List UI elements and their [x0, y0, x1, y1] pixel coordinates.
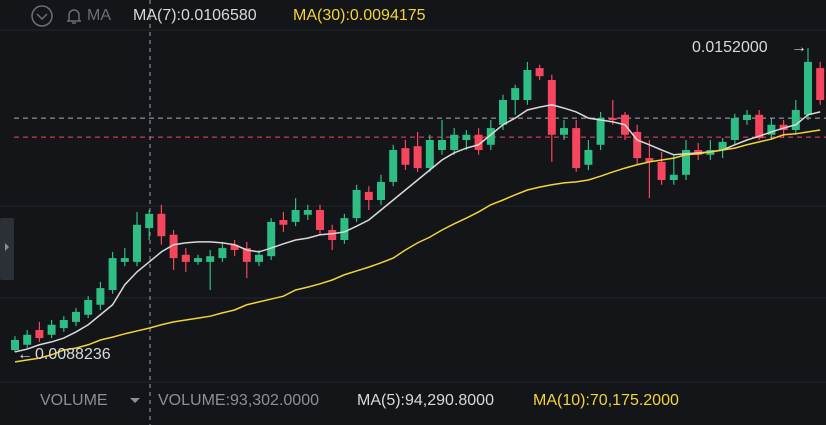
high-label: 0.0152000 — [692, 39, 768, 56]
candle-body — [389, 150, 398, 182]
candle-body — [181, 254, 190, 262]
candle-body — [47, 324, 56, 335]
candle-body — [11, 340, 19, 350]
candle-body — [218, 248, 227, 259]
candle-body — [804, 61, 812, 115]
candle-body — [206, 256, 215, 262]
ma-line — [14, 129, 821, 363]
candle-body — [133, 224, 141, 262]
candle-body — [730, 118, 739, 140]
background-grid — [0, 29, 826, 383]
candle-body — [267, 221, 276, 257]
candle-body — [572, 128, 581, 169]
candle-body — [255, 254, 263, 262]
low-label: 0.0088236 — [35, 346, 111, 363]
candle-body — [35, 330, 44, 339]
high-arrow: → — [791, 39, 807, 56]
ma-line — [14, 103, 821, 353]
candle-body — [633, 131, 642, 159]
candle-body — [108, 258, 117, 290]
candle-body — [316, 210, 324, 230]
candle-body — [303, 210, 312, 215]
candle-body — [242, 248, 251, 262]
candle-body — [59, 320, 68, 329]
candle-body — [23, 334, 32, 345]
candle-body — [608, 118, 617, 120]
candle-body — [596, 118, 605, 145]
candle-body — [511, 88, 520, 100]
volume-label: MA(5):94,290.8000 — [357, 392, 494, 409]
candle-body — [499, 100, 507, 125]
candle-body — [377, 181, 385, 200]
candle-body — [413, 146, 422, 169]
candle-body — [328, 230, 337, 240]
candle-body — [474, 134, 483, 150]
volume-dropdown[interactable] — [130, 398, 140, 403]
collapse-chevron — [36, 13, 48, 21]
collapse-icon[interactable] — [31, 5, 53, 27]
candle-body — [230, 244, 239, 250]
candle-body — [645, 158, 654, 162]
alert-icon[interactable] — [67, 9, 81, 24]
side-tab-arrow — [5, 243, 9, 251]
indicator-name: MA — [87, 7, 111, 24]
candle-body — [352, 190, 361, 219]
candle-body — [364, 191, 373, 200]
candle-body — [816, 68, 825, 100]
candle-body — [425, 140, 434, 169]
volume-label: VOLUME:93,302.0000 — [158, 392, 319, 409]
candle-body — [767, 124, 776, 135]
candle-body — [194, 258, 202, 262]
candle-body — [791, 110, 800, 130]
candle-body — [560, 128, 568, 135]
low-arrow: ← — [17, 346, 33, 363]
legend-entry: MA(30):0.0094175 — [293, 7, 426, 24]
candle-body — [669, 174, 678, 180]
plot — [11, 48, 826, 363]
candle-body — [120, 258, 129, 262]
candle-body — [718, 141, 727, 150]
candle-body — [438, 140, 446, 150]
candle-body — [157, 213, 166, 237]
candle-body — [84, 300, 93, 315]
volume-label: MA(10):70,175.2000 — [533, 392, 679, 409]
candle-body — [72, 311, 80, 322]
candle-body — [743, 114, 751, 120]
candle-body — [450, 134, 459, 150]
candle-body — [486, 128, 495, 145]
volume-title[interactable]: VOLUME — [40, 392, 108, 409]
candle-body — [340, 218, 349, 240]
candle-body — [145, 213, 154, 229]
candle-body — [547, 80, 556, 135]
candle-body — [755, 114, 764, 139]
candle-body — [291, 210, 300, 222]
legend-entry: MA(7):0.0106580 — [133, 7, 257, 24]
candle-body — [96, 288, 105, 305]
candle-body — [584, 150, 593, 165]
candle-body — [682, 150, 690, 175]
candle-body — [169, 234, 178, 259]
candle-body — [535, 68, 544, 77]
candle-body — [279, 220, 288, 225]
candle-body — [401, 148, 410, 165]
candle-body — [657, 161, 666, 180]
candle-body — [462, 134, 471, 140]
candle-body — [523, 70, 532, 100]
